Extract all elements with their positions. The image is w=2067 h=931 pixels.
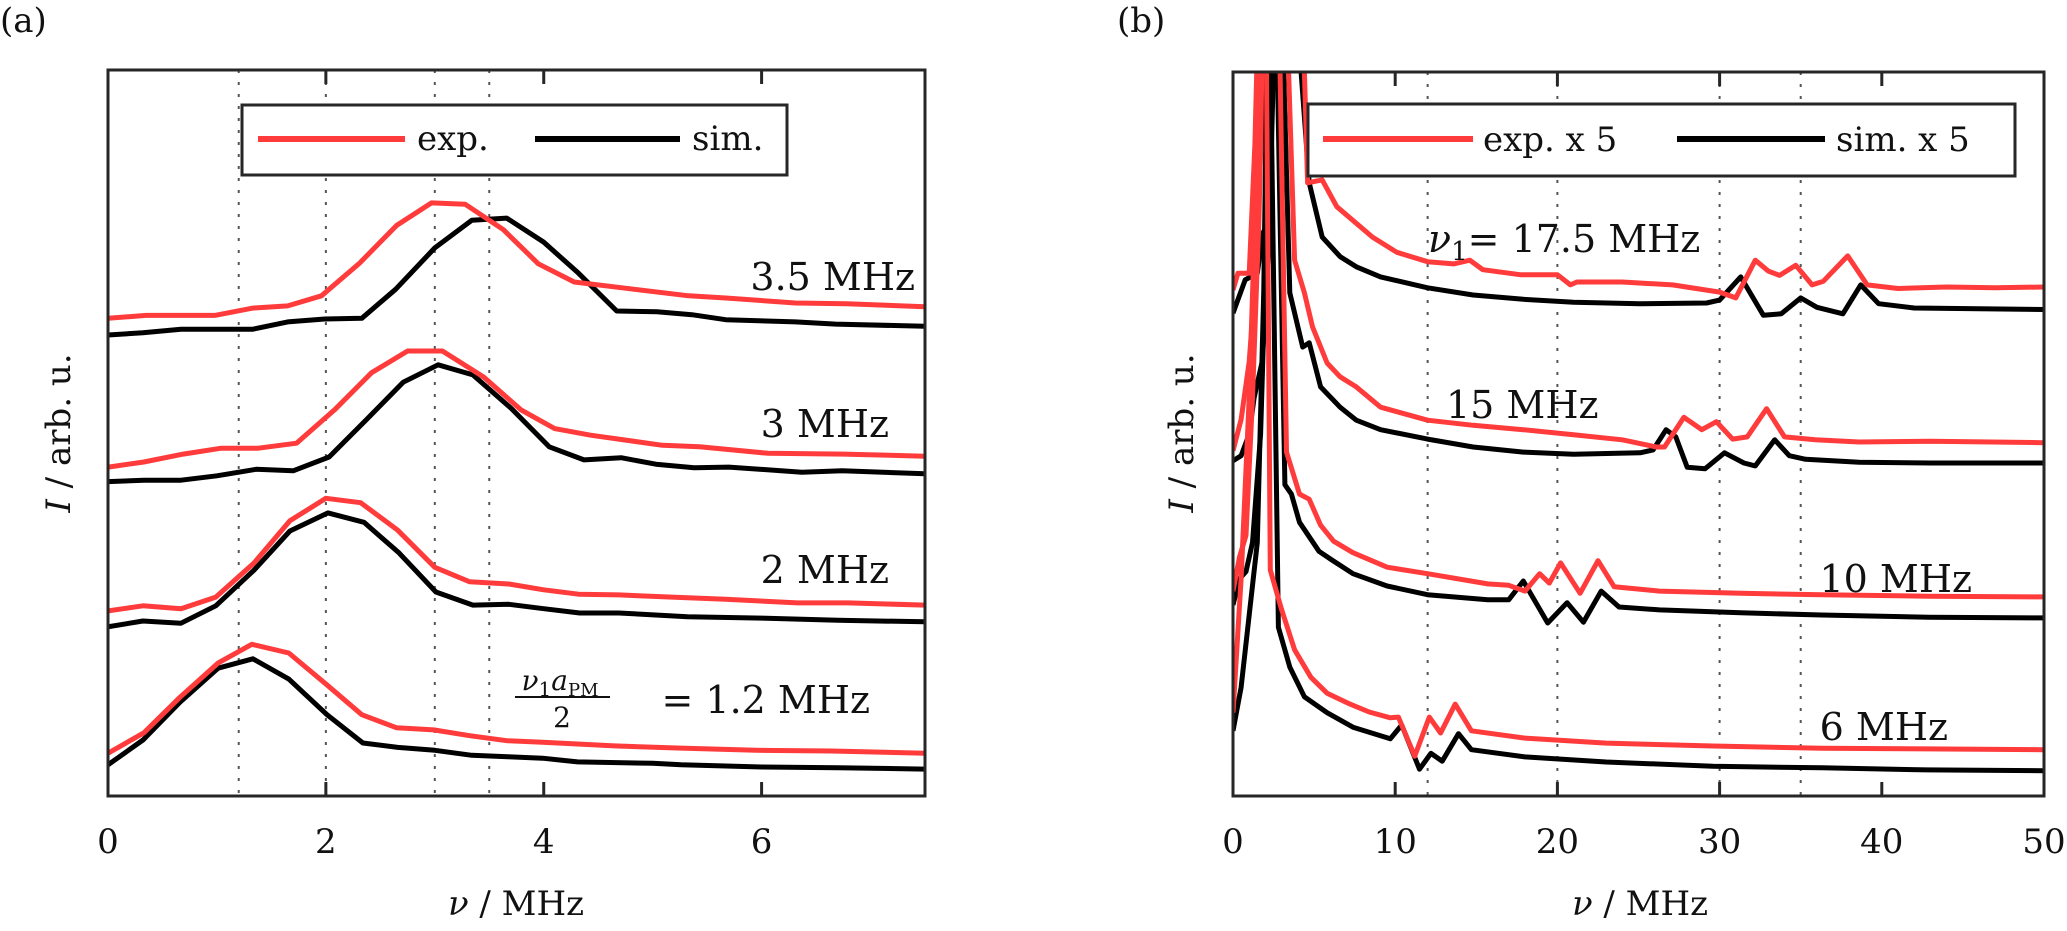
series-exp-3.5 (108, 200, 925, 321)
axes-frame (1231, 70, 2046, 798)
series-exp-3 (108, 348, 925, 470)
series-exp-17.5 (1233, 72, 2044, 301)
curves (1233, 72, 2044, 774)
x-axis-unit: / MHz (469, 884, 584, 924)
legend: exp. x 5 sim. x 5 (1306, 102, 2017, 178)
curve-label-15: 15 MHz (1446, 383, 1599, 427)
curve-label-3.5: 3.5 MHz (750, 255, 915, 299)
series-sim-17.5 (1233, 72, 2044, 318)
series-exp-15 (1233, 72, 2044, 452)
x-axis-label: ν / MHz (448, 884, 584, 924)
x-axis-label: ν / MHz (1572, 884, 1708, 924)
series-exp-10 (1233, 72, 2044, 600)
panel-label: (a) (0, 1, 47, 41)
curves (108, 200, 925, 772)
x-tick-label-10: 10 (1374, 822, 1417, 862)
x-tick-label-20: 20 (1536, 822, 1579, 862)
dotted-reference-lines (237, 70, 491, 796)
curve-label-10: 10 MHz (1819, 557, 1972, 601)
curve-label-17.5: ν1= 17.5 MHz (1428, 217, 1700, 267)
fraction-numerator: ν1aPM (521, 664, 598, 701)
curve-label-text: = 1.2 MHz (662, 678, 871, 722)
fraction-denominator: 2 (553, 701, 571, 734)
x-tick-label-6: 6 (751, 822, 773, 862)
series-exp-2 (108, 495, 925, 614)
x-tick-label-30: 30 (1698, 822, 1741, 862)
curve-label-3: 3 MHz (761, 402, 889, 446)
legend: exp. sim. (240, 103, 789, 177)
x-tick-label-40: 40 (1860, 822, 1903, 862)
series-sim-3 (108, 362, 925, 485)
x-ticks: 0 2 4 6 (97, 70, 772, 862)
series-exp-6 (1233, 72, 2044, 759)
panel-a: (a) 0 2 4 6 ν / MHz I / arb. u. exp. sim. 3… (0, 1, 927, 924)
curve-label-text: = 17.5 MHz (1468, 217, 1701, 261)
x-ticks: 0 10 20 30 40 50 (1222, 72, 2066, 862)
legend-label-exp: exp. (417, 119, 489, 159)
curve-label-2: 2 MHz (761, 548, 889, 592)
x-tick-label-4: 4 (533, 822, 555, 862)
curve-label-6: 6 MHz (1820, 705, 1948, 749)
x-tick-label-50: 50 (2022, 822, 2065, 862)
svg-text:ν1= 17.5 MHz: ν1= 17.5 MHz (1428, 217, 1700, 267)
dotted-reference-lines (1426, 72, 1802, 796)
curve-label-1.2: ν1aPM 2 = 1.2 MHz (515, 664, 870, 734)
series-sim-1.2 (108, 656, 925, 772)
x-tick-label-0: 0 (97, 822, 119, 862)
series-exp-1.2 (108, 641, 925, 756)
x-tick-label-0: 0 (1222, 822, 1244, 862)
panel-label: (b) (1117, 1, 1165, 41)
legend-label-exp: exp. x 5 (1483, 120, 1617, 160)
y-axis-label: I / arb. u. (1162, 353, 1202, 513)
y-axis-label: I / arb. u. (39, 353, 79, 513)
x-axis-symbol: ν (448, 884, 469, 924)
legend-label-sim: sim. x 5 (1836, 120, 1970, 160)
panel-b: (b) exp. x 5 sim. x 5 0 10 20 30 40 50 ν / MH… (1117, 1, 2066, 924)
series-sim-2 (108, 510, 925, 630)
series-sim-6 (1233, 72, 2044, 774)
series-sim-10 (1233, 72, 2044, 626)
x-tick-label-2: 2 (315, 822, 337, 862)
legend-label-sim: sim. (692, 119, 763, 159)
axes-frame (106, 68, 927, 798)
